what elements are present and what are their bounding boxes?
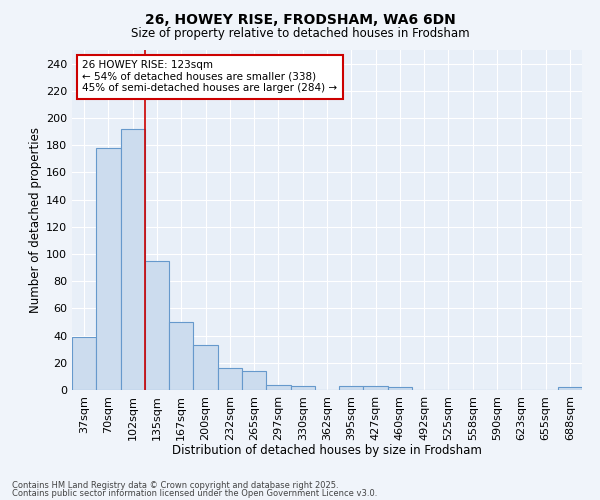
Bar xyxy=(242,371,266,390)
Text: Size of property relative to detached houses in Frodsham: Size of property relative to detached ho… xyxy=(131,28,469,40)
Y-axis label: Number of detached properties: Number of detached properties xyxy=(29,127,42,313)
X-axis label: Distribution of detached houses by size in Frodsham: Distribution of detached houses by size … xyxy=(172,444,482,457)
Bar xyxy=(339,386,364,390)
Text: 26, HOWEY RISE, FRODSHAM, WA6 6DN: 26, HOWEY RISE, FRODSHAM, WA6 6DN xyxy=(145,12,455,26)
Bar xyxy=(145,261,169,390)
Bar xyxy=(193,345,218,390)
Bar xyxy=(266,384,290,390)
Text: 26 HOWEY RISE: 123sqm
← 54% of detached houses are smaller (338)
45% of semi-det: 26 HOWEY RISE: 123sqm ← 54% of detached … xyxy=(82,60,337,94)
Text: Contains HM Land Registry data © Crown copyright and database right 2025.: Contains HM Land Registry data © Crown c… xyxy=(12,480,338,490)
Bar xyxy=(169,322,193,390)
Bar xyxy=(290,386,315,390)
Bar xyxy=(388,388,412,390)
Bar xyxy=(96,148,121,390)
Bar xyxy=(121,129,145,390)
Text: Contains public sector information licensed under the Open Government Licence v3: Contains public sector information licen… xyxy=(12,489,377,498)
Bar xyxy=(364,386,388,390)
Bar xyxy=(218,368,242,390)
Bar xyxy=(558,388,582,390)
Bar xyxy=(72,337,96,390)
